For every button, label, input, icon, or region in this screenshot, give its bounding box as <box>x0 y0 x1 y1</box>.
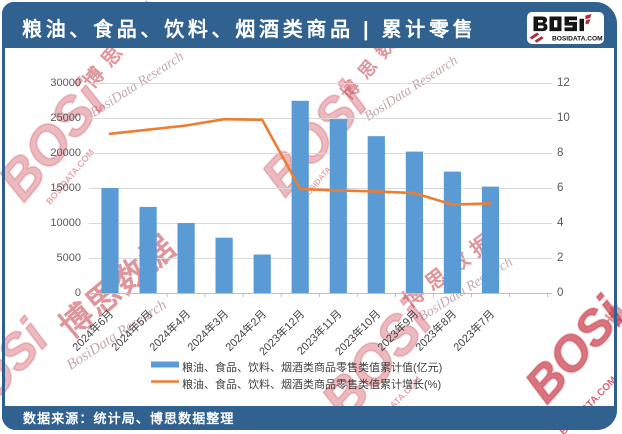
svg-text:BOSIDATA.COM: BOSIDATA.COM <box>552 35 603 42</box>
